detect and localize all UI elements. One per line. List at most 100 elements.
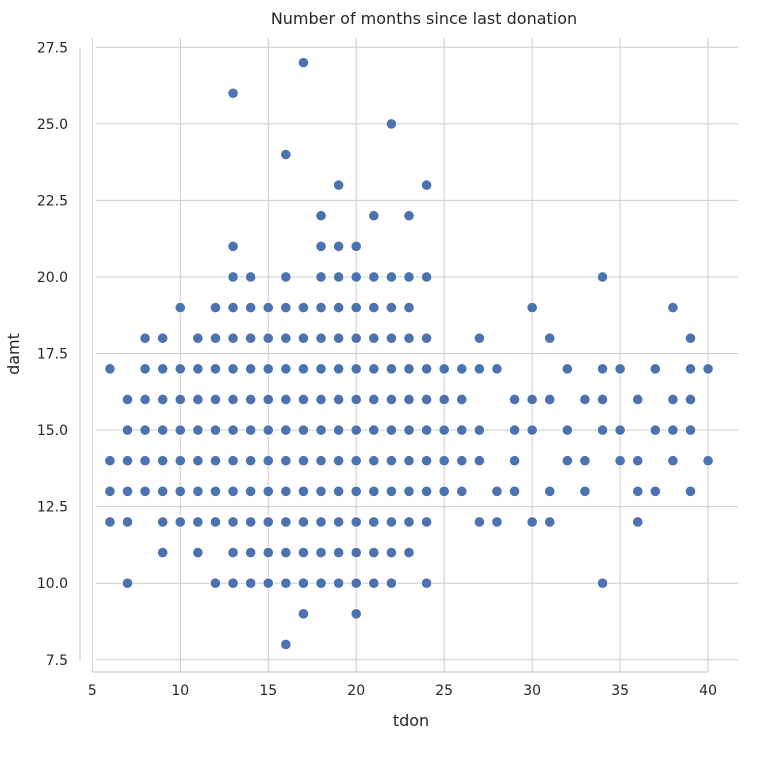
- scatter-point: [438, 455, 450, 467]
- scatter-point: [280, 332, 292, 344]
- scatter-point: [280, 148, 292, 161]
- scatter-point: [508, 455, 521, 467]
- scatter-point: [438, 424, 450, 436]
- scatter-point: [614, 363, 626, 375]
- scatter-point: [403, 301, 415, 314]
- scatter-point: [315, 210, 327, 222]
- scatter-point: [403, 516, 415, 528]
- scatter-point: [227, 393, 239, 406]
- y-tick-label: 12.5: [37, 500, 68, 516]
- scatter-point: [350, 240, 362, 252]
- scatter-point: [333, 301, 345, 314]
- scatter-point: [157, 424, 169, 436]
- y-tick-label: 10.0: [37, 576, 68, 592]
- scatter-point: [262, 363, 274, 375]
- scatter-point: [245, 332, 257, 344]
- scatter-point: [526, 393, 538, 406]
- scatter-point: [420, 516, 433, 528]
- scatter-point: [702, 455, 714, 467]
- scatter-point: [702, 363, 714, 375]
- scatter-point: [350, 485, 362, 497]
- scatter-point: [333, 363, 345, 375]
- scatter-point: [227, 546, 239, 559]
- scatter-point: [192, 332, 204, 344]
- scatter-point: [438, 485, 450, 497]
- scatter-point: [139, 393, 151, 406]
- scatter-point: [473, 332, 485, 344]
- x-tick-label: 40: [699, 683, 717, 699]
- scatter-point: [508, 393, 521, 406]
- scatter-point: [561, 424, 573, 436]
- scatter-point: [473, 363, 485, 375]
- scatter-point: [368, 546, 380, 559]
- scatter-point: [420, 424, 433, 436]
- y-tick-label: 20.0: [37, 270, 68, 286]
- scatter-point: [385, 485, 398, 497]
- scatter-point: [315, 240, 327, 252]
- scatter-point: [174, 455, 186, 467]
- scatter-point: [649, 363, 661, 375]
- scatter-point: [227, 424, 239, 436]
- scatter-point: [438, 363, 450, 375]
- scatter-point: [420, 577, 433, 589]
- scatter-point: [456, 485, 468, 497]
- scatter-point: [297, 546, 310, 559]
- scatter-point: [632, 393, 644, 406]
- y-tick-label: 22.5: [37, 193, 68, 209]
- scatter-point: [368, 516, 380, 528]
- scatter-point: [157, 485, 169, 497]
- scatter-point: [192, 363, 204, 375]
- scatter-point: [508, 424, 521, 436]
- y-tick-label: 17.5: [37, 347, 68, 363]
- scatter-point: [209, 393, 222, 406]
- y-gridlines: [96, 46, 738, 661]
- scatter-point: [245, 485, 257, 497]
- scatter-point: [297, 424, 310, 436]
- scatter-point: [350, 577, 362, 589]
- scatter-point: [491, 485, 503, 497]
- scatter-point: [192, 546, 204, 559]
- scatter-point: [456, 363, 468, 375]
- scatter-point: [245, 271, 257, 283]
- scatter-point: [227, 301, 239, 314]
- scatter-point: [579, 393, 591, 406]
- scatter-point: [403, 485, 415, 497]
- scatter-point: [667, 393, 679, 406]
- y-tick-labels: 7.5 10.0 12.5 15.0 17.5 20.0 22.5 25.0 27.5: [37, 40, 68, 668]
- scatter-point: [121, 516, 134, 528]
- scatter-point: [350, 516, 362, 528]
- scatter-point: [596, 363, 609, 375]
- scatter-point: [333, 393, 345, 406]
- x-gridlines: [91, 38, 709, 672]
- scatter-point: [121, 485, 134, 497]
- scatter-point: [403, 363, 415, 375]
- scatter-point: [297, 301, 310, 314]
- scatter-point: [104, 455, 116, 467]
- scatter-point: [297, 577, 310, 589]
- scatter-point: [456, 455, 468, 467]
- scatter-point: [596, 577, 609, 589]
- scatter-point: [491, 516, 503, 528]
- scatter-point: [245, 455, 257, 467]
- scatter-point: [227, 485, 239, 497]
- scatter-point: [192, 485, 204, 497]
- scatter-point: [280, 546, 292, 559]
- scatter-point: [262, 455, 274, 467]
- scatter-point: [684, 485, 697, 497]
- scatter-point: [473, 424, 485, 436]
- scatter-point: [262, 301, 274, 314]
- scatter-point: [209, 455, 222, 467]
- scatter-point: [297, 455, 310, 467]
- scatter-point: [632, 516, 644, 528]
- scatter-point: [227, 332, 239, 344]
- scatter-point: [297, 608, 310, 620]
- y-tick-label: 15.0: [37, 423, 68, 439]
- scatter-point: [280, 577, 292, 589]
- x-tick-label: 10: [171, 683, 189, 699]
- scatter-point: [544, 485, 556, 497]
- scatter-point: [368, 485, 380, 497]
- scatter-point: [245, 363, 257, 375]
- scatter-point: [420, 179, 433, 191]
- scatter-point: [385, 363, 398, 375]
- scatter-point: [209, 516, 222, 528]
